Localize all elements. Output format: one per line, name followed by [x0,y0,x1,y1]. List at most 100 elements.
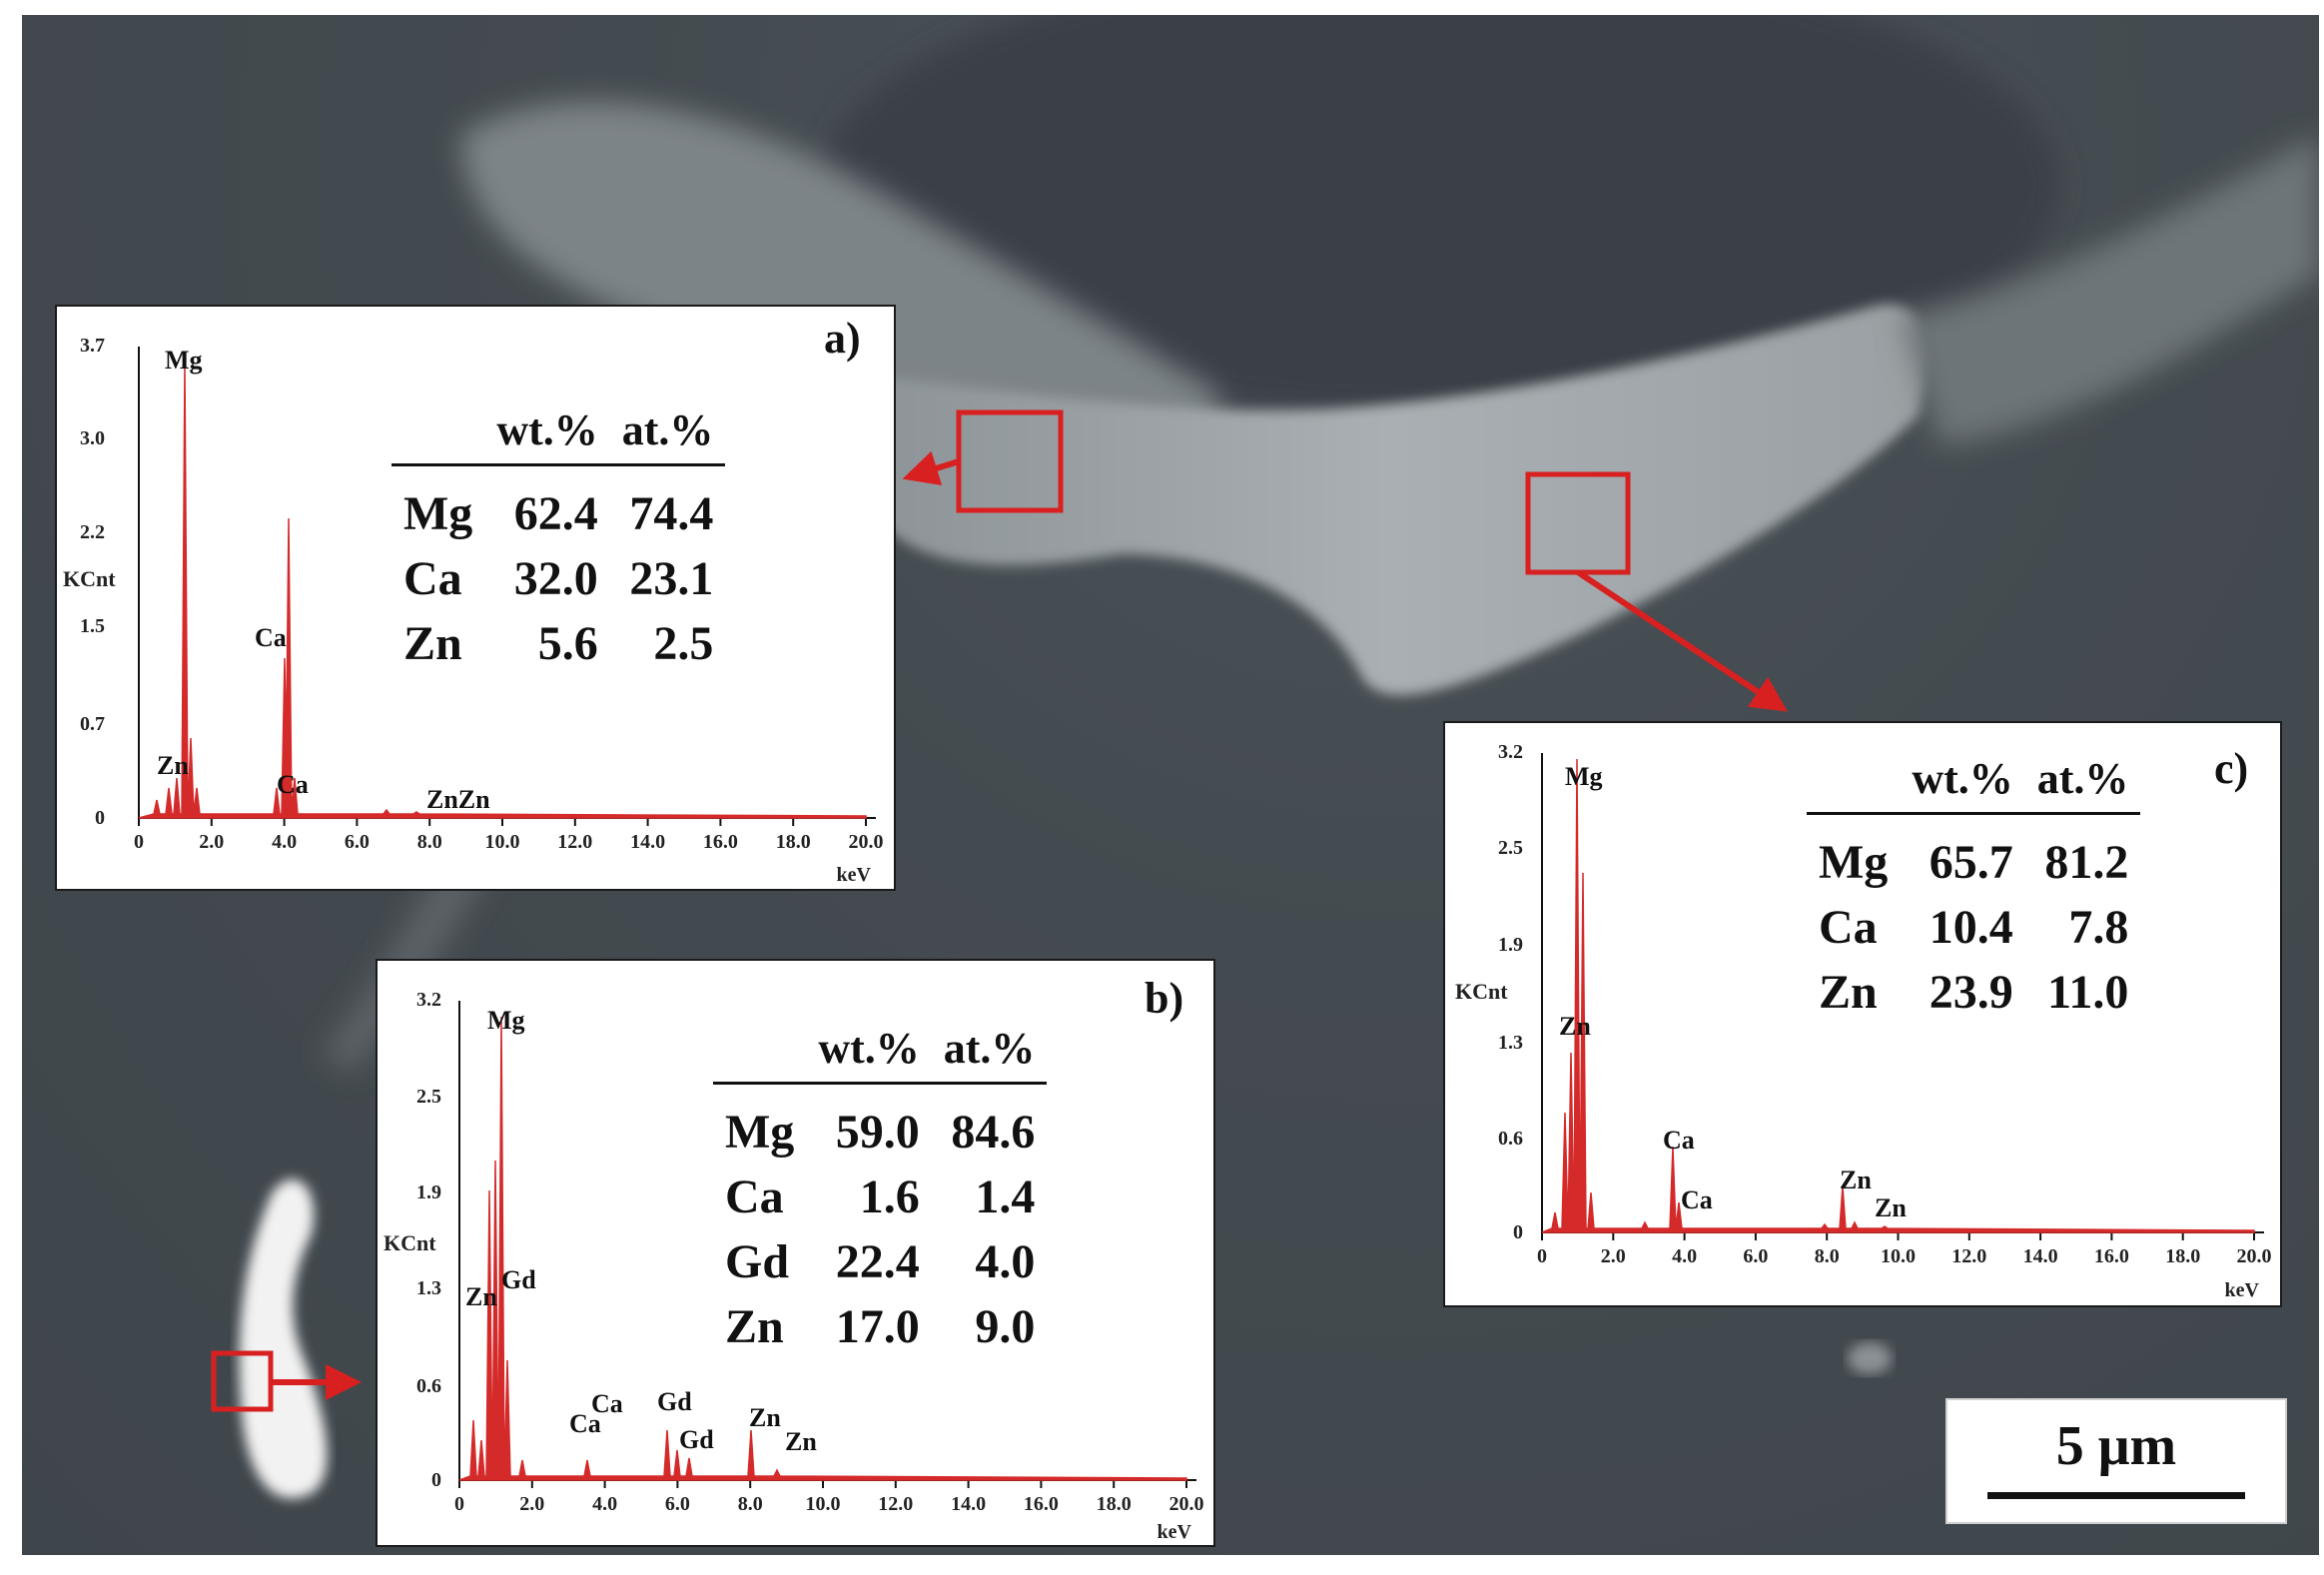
scale-bar-label: 5 μm [2055,1415,2177,1477]
wt-cell: 22.4 [835,1235,920,1288]
x-tick-label: 20.0 [849,831,884,853]
y-tick-label: 3.7 [80,335,105,357]
eds-inset-b: 3.2 2.5 1.9 1.3 0.6 0 KCnt 0 2.0 4.0 6.0 8.0… [376,959,1215,1547]
y-tick-label: 0.6 [1498,1128,1523,1150]
x-tick-label: 18.0 [1097,1493,1132,1515]
at-cell: 7.8 [2068,901,2129,954]
header-at: at.% [931,1023,1048,1085]
y-tick-label: 2.5 [1498,837,1523,859]
x-tick-label: 2.0 [1601,1245,1626,1267]
table-row: Ca 10.4 7.8 [1807,896,2140,961]
peak-label: Gd [501,1265,536,1294]
panel-label-a: a) [824,314,861,363]
peak-label: Zn [157,751,189,780]
micrograph-features [239,15,2319,1499]
x-axis-b: 0 2.0 4.0 6.0 8.0 10.0 12.0 14.0 16.0 18.0 20.0 ke… [454,1479,1204,1543]
spectrum-trace-a [138,362,867,819]
y-tick-label: 1.3 [1498,1032,1523,1054]
table-row: Zn 5.6 2.5 [391,612,725,677]
y-tick-label: 0 [431,1469,441,1491]
at-cell: 74.4 [629,487,714,540]
y-tick-label: 3.2 [1498,741,1523,763]
y-tick-label: 3.0 [80,427,105,449]
eds-spectrum-c: 3.2 2.5 1.9 1.3 0.6 0 KCnt 0 2.0 4.0 6.0 8.0… [1455,741,2272,1301]
marker-box-c [1525,471,1631,575]
peak-label: Zn [1875,1193,1907,1222]
eds-spectrum-a: 3.7 3.0 2.2 1.5 0.7 0 KCnt 0 2.0 4.0 6.0 8.0… [63,335,884,886]
y-axis-c: 3.2 2.5 1.9 1.3 0.6 0 KCnt [1455,741,1543,1243]
x-tick-label: 4.0 [592,1493,617,1515]
wt-cell: 1.6 [859,1171,920,1223]
at-cell: 1.4 [975,1171,1036,1223]
peak-label: Ca [277,770,309,799]
y-axis-b: 3.2 2.5 1.9 1.3 0.6 0 KCnt [384,989,460,1491]
x-tick-label: 12.0 [878,1493,913,1515]
x-tick-label: 16.0 [2094,1245,2129,1267]
dark-grain [821,15,2059,414]
peak-label: Gd [657,1387,692,1416]
x-tick-label: 0 [134,831,144,853]
arrow-a [902,450,960,486]
marker-box-b [211,1350,274,1412]
x-tick-label: 16.0 [703,831,738,853]
x-tick-label: 14.0 [2023,1245,2058,1267]
scale-bar: 5 μm [1945,1398,2287,1524]
table-row: Ca 1.6 1.4 [713,1166,1047,1230]
at-cell: 4.0 [975,1235,1036,1288]
eds-inset-a: 3.7 3.0 2.2 1.5 0.7 0 KCnt 0 2.0 4.0 6.0 8.0… [55,305,896,891]
peak-label: Mg [1565,762,1603,791]
element-cell: Mg [1819,836,1889,889]
wt-cell: 59.0 [835,1106,920,1159]
peak-label: Zn [1559,1012,1591,1041]
element-cell: Ca [403,552,462,605]
x-tick-label: 18.0 [776,831,811,853]
wt-cell: 65.7 [1929,836,2013,889]
eds-spectrum-b: 3.2 2.5 1.9 1.3 0.6 0 KCnt 0 2.0 4.0 6.0 8.0… [384,989,1204,1543]
element-cell: Zn [1819,966,1878,1019]
y-tick-label: 0 [1513,1221,1523,1243]
peak-label: Ca [569,1409,601,1438]
y-unit-label: KCnt [63,566,116,591]
header-at: at.% [609,404,726,466]
x-tick-label: 0 [1537,1245,1547,1267]
header-wt: wt.% [806,1023,932,1085]
x-tick-label: 6.0 [345,831,370,853]
table-row: Gd 22.4 4.0 [713,1230,1047,1295]
at-cell: 84.6 [951,1106,1036,1159]
header-at: at.% [2024,753,2141,815]
marker-box-a [956,409,1064,513]
y-tick-label: 1.5 [80,615,105,637]
table-row: Ca 32.0 23.1 [391,547,725,612]
composition-table-b: wt.% at.% Mg 59.0 84.6 Ca 1.6 1.4 Gd 22.4 4.0 Z… [713,1023,1048,1360]
peak-label: Ca [255,623,287,652]
element-cell: Mg [403,487,473,540]
small-particle [1848,1342,1892,1374]
y-tick-label: 2.5 [416,1086,441,1108]
element-cell: Zn [725,1300,784,1353]
element-cell: Ca [725,1171,784,1223]
y-tick-label: 1.9 [1498,934,1523,956]
wt-cell: 10.4 [1929,901,2013,954]
table-row: Zn 23.9 11.0 [1807,961,2140,1026]
composition-table-a: wt.% at.% Mg 62.4 74.4 Ca 32.0 23.1 Zn 5.6 2.5 [391,404,726,677]
x-tick-label: 20.0 [1169,1493,1204,1515]
x-tick-label: 8.0 [1815,1245,1840,1267]
x-tick-label: 14.0 [951,1493,986,1515]
x-tick-label: 4.0 [272,831,297,853]
y-tick-label: 0.6 [416,1375,441,1397]
y-tick-label: 1.3 [416,1277,441,1299]
y-tick-label: 1.9 [416,1181,441,1203]
peak-label: Ca [591,1389,623,1418]
y-unit-label: KCnt [1455,979,1508,1004]
x-tick-label: 18.0 [2165,1245,2200,1267]
wt-cell: 17.0 [835,1300,920,1353]
x-tick-label: 6.0 [665,1493,690,1515]
x-tick-label: 12.0 [557,831,592,853]
x-tick-label: 12.0 [1951,1245,1986,1267]
element-cell: Ca [1819,901,1878,954]
y-unit-label: KCnt [384,1230,436,1255]
y-tick-label: 3.2 [416,989,441,1011]
y-tick-label: 0 [95,807,105,829]
grain-boundary-phase-upper [461,101,1220,484]
